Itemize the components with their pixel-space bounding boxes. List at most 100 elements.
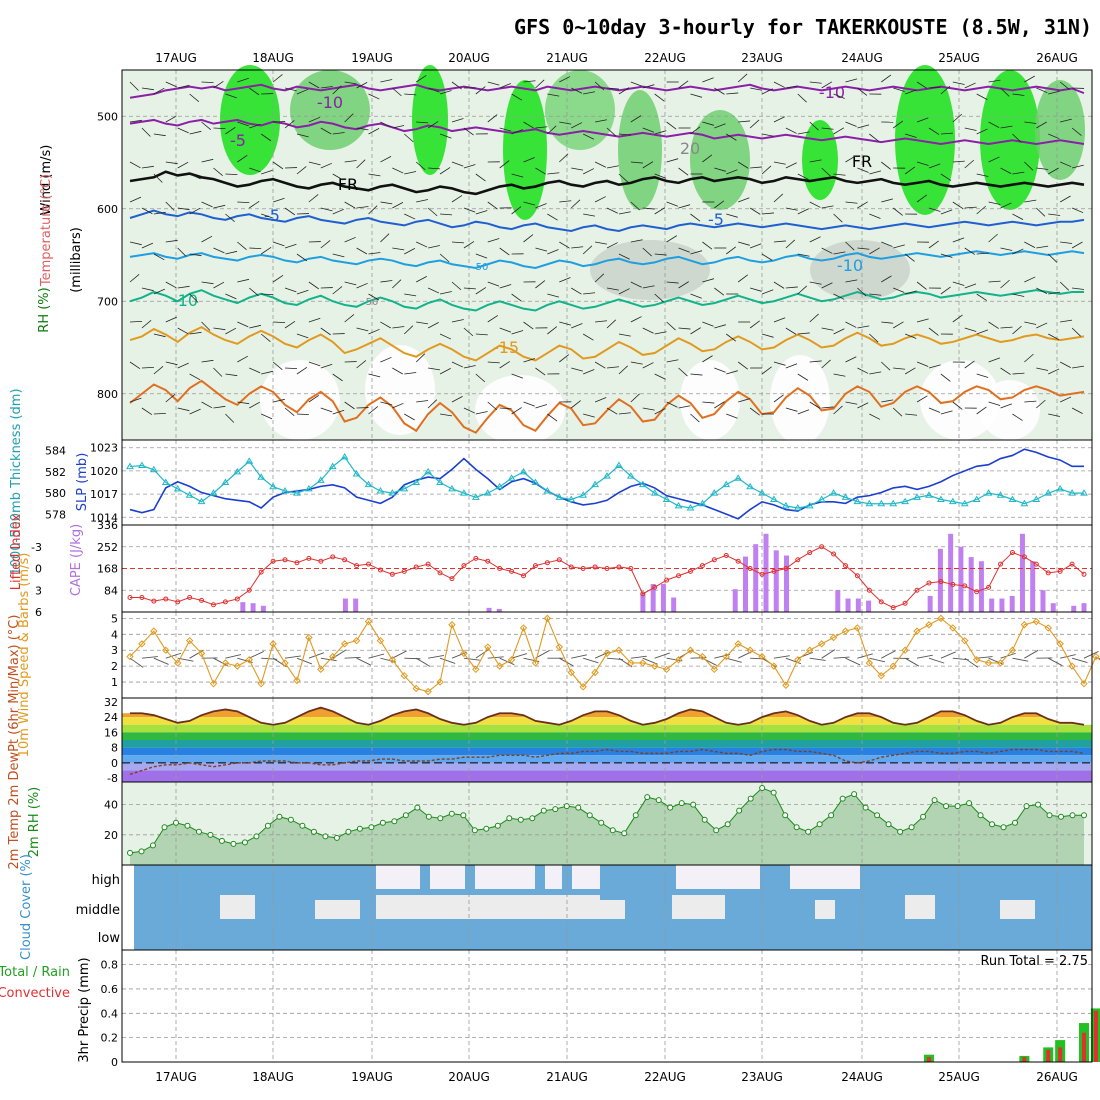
li-tick: 0 <box>35 563 42 576</box>
wind-speed-marker <box>233 662 242 670</box>
lifted-index-marker <box>819 544 825 550</box>
wind-barb <box>892 407 903 417</box>
panel-label: 3hr Precip (mm) <box>77 957 92 1062</box>
wind-barb <box>845 657 861 666</box>
rh-marker <box>862 804 869 811</box>
wind-barb <box>714 324 726 329</box>
wind-barb <box>201 359 214 363</box>
wind-speed-marker <box>674 656 683 664</box>
wind-barb <box>1059 281 1070 291</box>
wind-barb <box>1060 241 1073 244</box>
panel-frame-wind <box>121 611 1093 699</box>
isotherm-label: -5 <box>708 210 724 229</box>
wind-barb <box>606 165 619 169</box>
wind-barb <box>881 399 894 403</box>
wind-barb <box>439 291 452 295</box>
thickness-marker <box>686 504 695 511</box>
temp-band <box>122 747 1092 756</box>
wind-barb <box>988 233 998 243</box>
wind-barb <box>344 201 356 209</box>
wind-barb <box>761 253 773 261</box>
wind-barb <box>845 279 858 283</box>
thickness-line <box>129 456 1084 509</box>
wind-barb <box>416 241 428 248</box>
thickness-marker <box>650 489 659 496</box>
wind-barb <box>439 657 456 664</box>
wind-barb <box>141 366 154 369</box>
wind-speed-marker <box>722 652 730 661</box>
wind-barb <box>595 320 608 323</box>
wind-barb <box>428 245 440 249</box>
thickness-marker <box>817 495 826 502</box>
wind-barb <box>726 133 737 141</box>
lifted-index-marker <box>258 569 264 575</box>
wind-barb <box>475 411 488 415</box>
lifted-index-marker <box>843 563 848 569</box>
wind-speed-marker <box>984 659 993 667</box>
wind-barb <box>129 657 144 668</box>
wind-barb <box>1012 413 1023 421</box>
lifted-index-marker <box>831 551 837 557</box>
wind-barb <box>1059 361 1071 368</box>
wind-barb <box>284 655 301 659</box>
wind-barb <box>392 167 404 174</box>
wind-barb <box>356 327 369 332</box>
wind-barb <box>475 333 488 336</box>
cape-tick: 168 <box>97 563 118 576</box>
wind-barb <box>404 248 416 255</box>
wind-barb <box>1083 651 1099 659</box>
wind-speed-marker <box>770 662 778 670</box>
wind-barb <box>869 247 880 255</box>
lifted-index-marker <box>962 583 968 589</box>
wind-barb <box>940 209 953 215</box>
wind-barb <box>296 366 308 375</box>
lifted-index-marker <box>187 595 193 600</box>
temp-tick: -8 <box>107 772 118 785</box>
wind-barb <box>177 84 190 89</box>
wind-barb <box>523 234 534 243</box>
wind-speed-marker <box>591 668 599 677</box>
wind-barb <box>821 282 833 289</box>
lifted-index-marker <box>497 566 503 571</box>
wind-barb <box>952 201 964 209</box>
wind-speed-marker <box>853 624 862 632</box>
date-label-top: 18AUG <box>252 51 294 65</box>
wind-barb <box>296 289 309 295</box>
wind-barb <box>940 85 951 95</box>
wind-barb <box>976 173 989 177</box>
wind-speed-marker <box>364 617 373 626</box>
wind-barb <box>547 326 558 335</box>
thickness-marker <box>293 489 301 496</box>
wind-barb <box>177 285 190 289</box>
thickness-tick: 580 <box>45 487 66 500</box>
wind-speed-marker <box>961 636 969 645</box>
wind-speed-marker <box>1068 662 1076 670</box>
wind-barb <box>845 401 858 405</box>
wind-barb <box>1071 657 1088 664</box>
wind-barb <box>833 213 843 223</box>
lifted-index-marker <box>342 557 348 563</box>
lifted-index-marker <box>807 550 813 556</box>
wind-barb <box>809 121 819 131</box>
wind-barb <box>761 88 773 95</box>
wind-barb <box>1024 161 1034 171</box>
temp-band <box>122 770 1092 782</box>
wind-speed-marker <box>877 671 885 680</box>
wind-speed-marker <box>472 665 480 674</box>
wind-barb <box>976 373 989 378</box>
rh-marker <box>598 819 605 826</box>
wind-barb <box>308 194 319 203</box>
wind-barb <box>404 293 417 297</box>
wind-tick: 4 <box>111 628 118 641</box>
wind-barb <box>857 247 870 250</box>
wind-barb <box>380 321 392 329</box>
wind-barb <box>678 204 691 209</box>
wind-barb <box>368 406 379 415</box>
rh-marker <box>138 848 145 855</box>
wind-barb <box>272 197 285 203</box>
wind-speed-marker <box>400 671 408 680</box>
wind-barb <box>1012 248 1024 255</box>
wind-barb <box>511 93 523 101</box>
rh-marker <box>402 812 409 819</box>
wind-barb <box>940 132 953 135</box>
